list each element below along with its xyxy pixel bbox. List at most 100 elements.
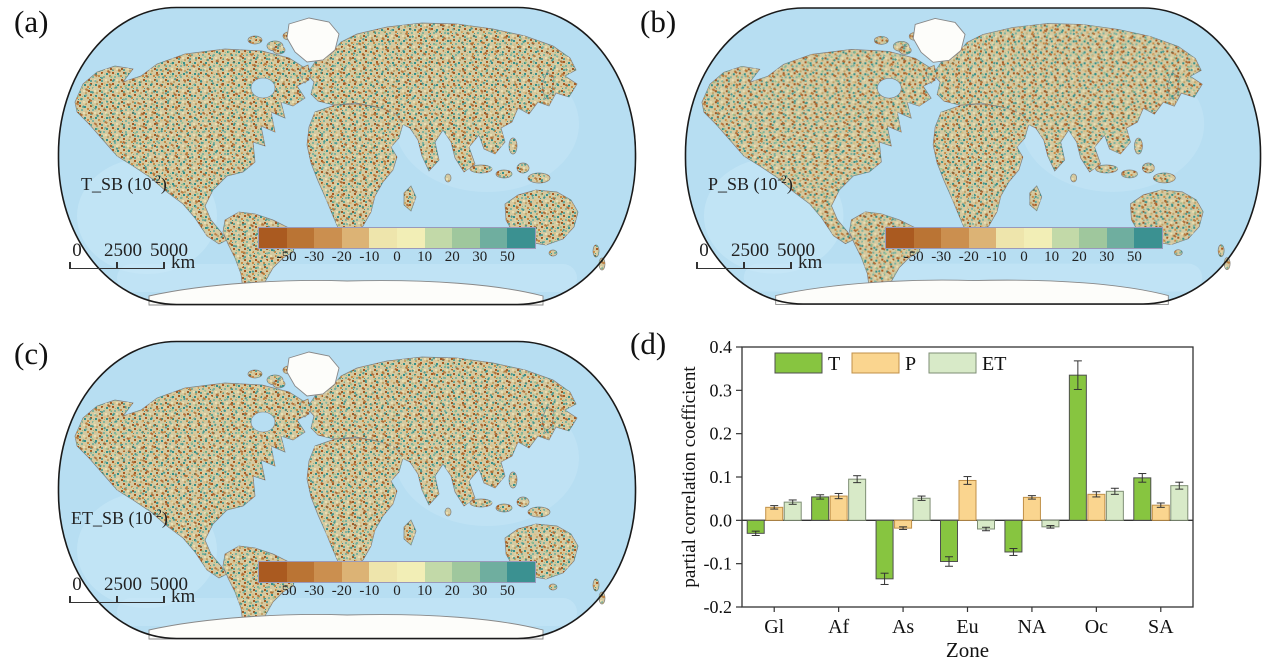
colorbar-cell: [913, 228, 942, 248]
y-tick-label: -0.2: [704, 597, 733, 617]
bar-P-NA: [1022, 496, 1041, 521]
map-panel-p-sb: P_SB (10-2) 0 2500 5000 km -50 -30 -20 -10 0…: [684, 6, 1262, 306]
colorbar-tick-label: 10: [1044, 249, 1060, 265]
x-tick-label: As: [892, 616, 914, 638]
colorbar-cell: [396, 562, 425, 582]
colorbar-cell: [452, 228, 480, 248]
y-tick-label: 0.1: [710, 467, 733, 487]
colorbar-tick-label: 30: [1099, 249, 1115, 265]
colorbar: -50 -30 -20 -10 0 10 20 30 50: [258, 561, 536, 604]
legend-label-ET: ET: [982, 353, 1006, 375]
panel-letter-d: (d): [630, 326, 667, 361]
colorbar-tick-label: -30: [304, 583, 325, 599]
colorbar-tick-label: -50: [276, 249, 297, 265]
colorbar-cell: [996, 228, 1024, 248]
colorbar-cell: [314, 228, 342, 248]
bar-T-Af: [811, 496, 830, 521]
colorbar-cell: [1134, 228, 1162, 248]
colorbar-tick-label: -20: [958, 249, 979, 265]
map-panel-t-sb: T_SB (10-2) 0 2500 5000 km -50 -30 -20 -10 0…: [57, 6, 637, 306]
x-tick-label: Af: [828, 616, 849, 638]
x-tick-label: Gl: [764, 616, 784, 638]
colorbar-cell: [886, 228, 914, 248]
y-tick-label: -0.1: [704, 554, 733, 574]
scale-bar: 0 2500 5000 km: [65, 240, 215, 282]
colorbar-tick-label: 20: [444, 583, 460, 599]
colorbar-cell: [941, 228, 969, 248]
colorbar-tick-label: -20: [331, 249, 352, 265]
bar-P-Af: [829, 495, 848, 521]
colorbar-cell: [479, 562, 508, 582]
colorbar-cell: [968, 228, 997, 248]
legend-label-P: P: [905, 353, 916, 375]
colorbar-cell: [259, 228, 287, 248]
colorbar-tick-label: 0: [393, 583, 401, 599]
bar-T-NA: [1004, 519, 1023, 553]
scale-bar: 0 2500 5000 km: [65, 574, 215, 616]
colorbar-cell: [314, 562, 342, 582]
x-tick-label: Oc: [1085, 616, 1108, 638]
scale-bar: 0 2500 5000 km: [692, 240, 842, 282]
colorbar: -50 -30 -20 -10 0 10 20 30 50: [885, 227, 1163, 270]
bar-P-Oc: [1087, 493, 1106, 521]
map-panel-et-sb: ET_SB (10-2) 0 2500 5000 km -50 -30 -20 -10…: [57, 340, 637, 640]
colorbar-cell: [341, 562, 370, 582]
colorbar-cell: [507, 562, 535, 582]
x-tick-label: NA: [1017, 616, 1046, 638]
colorbar-tick-label: 20: [1071, 249, 1087, 265]
colorbar-tick-label: 0: [393, 249, 401, 265]
colorbar-cell: [369, 562, 397, 582]
colorbar-cell: [1106, 228, 1135, 248]
y-tick-label: 0.3: [710, 380, 733, 400]
colorbar-cell: [507, 228, 535, 248]
colorbar-cells: [258, 227, 536, 249]
bar-P-Eu: [958, 479, 977, 521]
panel-letter-a: (a): [14, 4, 49, 39]
bar-ET-Oc: [1105, 490, 1124, 521]
map-title: P_SB (10-2): [708, 174, 793, 194]
y-tick-label: 0.0: [710, 510, 733, 530]
y-axis-title: partial correlation coefficient: [679, 366, 700, 588]
bar-chart-panel: 0.4 0.3 0.2 0.1 0.0 -0.1 -0.2 Gl Af As Eu NA Oc SA T P E…: [675, 330, 1210, 664]
colorbar-tick-label: 10: [417, 249, 433, 265]
bar-ET-Gl: [783, 501, 802, 521]
x-axis-title: Zone: [946, 638, 989, 662]
colorbar-cell: [1079, 228, 1107, 248]
bar-T-Oc: [1068, 374, 1087, 521]
colorbar-tick-label: -10: [359, 249, 380, 265]
colorbar-cell: [341, 228, 370, 248]
panel-letter-b: (b): [640, 4, 677, 39]
colorbar-tick-label: -10: [986, 249, 1007, 265]
colorbar-cells: [885, 227, 1163, 249]
y-tick-label: 0.4: [710, 337, 733, 357]
bar-T-SA: [1133, 477, 1152, 521]
colorbar-cell: [1051, 228, 1080, 248]
colorbar-cell: [396, 228, 425, 248]
colorbar-tick-label: 30: [472, 249, 488, 265]
colorbar-cell: [286, 228, 315, 248]
bar-T-Eu: [940, 519, 958, 562]
colorbar: -50 -30 -20 -10 0 10 20 30 50: [258, 227, 536, 270]
colorbar-tick-label: -20: [331, 583, 352, 599]
colorbar-cells: [258, 561, 536, 583]
colorbar-tick-label: 30: [472, 583, 488, 599]
legend-swatch-P: [851, 352, 900, 374]
colorbar-cell: [259, 562, 287, 582]
colorbar-tick-label: -30: [931, 249, 952, 265]
bar-ET-Af: [848, 478, 867, 521]
legend-swatch-T: [774, 352, 823, 374]
colorbar-cell: [1023, 228, 1052, 248]
colorbar-tick-label: -50: [276, 583, 297, 599]
map-title: ET_SB (10-2): [71, 508, 168, 528]
legend-label-T: T: [828, 353, 840, 375]
legend-swatch-ET: [928, 352, 977, 374]
colorbar-tick-label: 50: [499, 249, 515, 265]
x-tick-label: Eu: [956, 616, 978, 638]
bar-T-As: [875, 519, 894, 580]
colorbar-tick-label: -50: [903, 249, 924, 265]
colorbar-tick-label: 50: [499, 583, 515, 599]
panel-letter-c: (c): [14, 336, 49, 371]
bar-ET-As: [912, 497, 931, 521]
colorbar-cell: [286, 562, 315, 582]
